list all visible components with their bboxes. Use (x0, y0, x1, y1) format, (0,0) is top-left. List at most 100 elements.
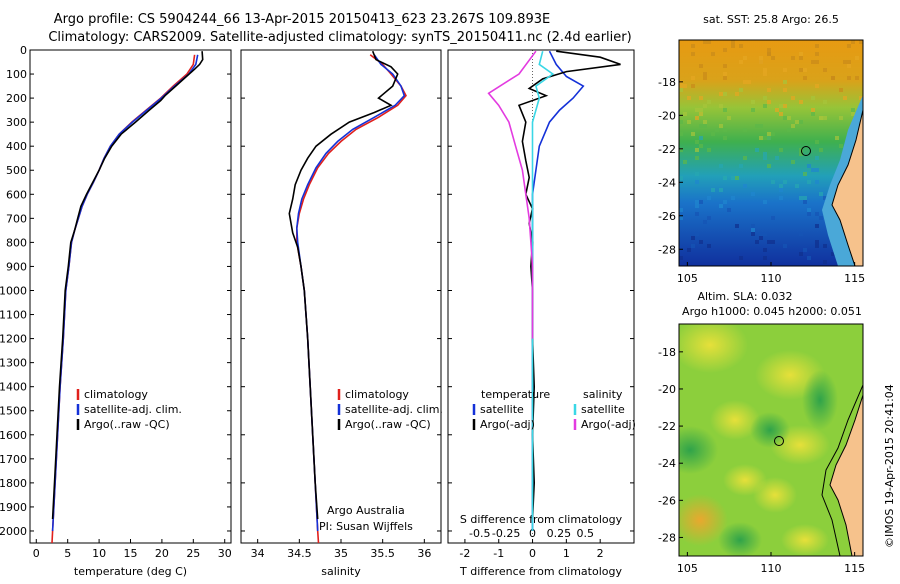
sst-pixel (691, 236, 695, 240)
sst-pixel (679, 216, 683, 220)
sst-pixel (691, 44, 695, 48)
sst-pixel (707, 40, 711, 44)
temperature-y-tick-label: 1100 (0, 309, 27, 322)
sst-map-x-tick-label: 115 (844, 272, 865, 285)
temperature-y-tick-label: 1400 (0, 381, 27, 394)
sst-pixel (815, 84, 819, 88)
salinity-x-axis-label: salinity (321, 565, 361, 578)
sst-pixel (735, 92, 739, 96)
sst-pixel (723, 64, 727, 68)
temperature-y-tick-label: 1000 (0, 284, 27, 297)
salinity-x-tick-label: 35 (334, 547, 348, 560)
sst-pixel (803, 248, 807, 252)
sst-pixel (703, 104, 707, 108)
sst-pixel (679, 84, 683, 88)
sst-pixel (835, 136, 839, 140)
sst-pixel (699, 112, 703, 116)
sst-pixel (683, 160, 687, 164)
temperature-legend-label: satellite-adj. clim. (84, 403, 182, 416)
sst-pixel (759, 124, 763, 128)
salinity-panel: 34 34.5 35 35.5 36 salinity climatology satelli… (240, 49, 443, 578)
sla-map: Altim. SLA: 0.032 Argo h1000: 0.045 h200… (658, 290, 865, 575)
sst-pixel (819, 148, 823, 152)
temperature-y-tick-label: 0 (20, 44, 27, 57)
salinity-plot-frame (240, 49, 442, 544)
sst-pixel (759, 136, 763, 140)
sst-pixel (695, 172, 699, 176)
temperature-y-tick-label: 500 (6, 164, 27, 177)
sst-pixel (703, 220, 707, 224)
difference-top-tick-label: 0.5 (577, 527, 595, 540)
sst-pixel (695, 180, 699, 184)
sst-pixel (723, 176, 727, 180)
sst-pixel (855, 76, 859, 80)
sst-pixel (691, 84, 695, 88)
sst-argo-marker (801, 146, 811, 156)
sst-pixel (679, 256, 683, 260)
sst-pixel (763, 68, 767, 72)
sst-pixel (687, 120, 691, 124)
sst-pixel (731, 44, 735, 48)
sst-pixel (723, 128, 727, 132)
difference-x-tick-label: -2 (459, 547, 470, 560)
sst-pixel (731, 40, 735, 44)
sst-map-y-tick-label: -24 (658, 176, 676, 189)
difference-plot-frame (447, 49, 635, 544)
sst-pixel (767, 164, 771, 168)
sst-pixel (751, 108, 755, 112)
temperature-y-tick-label: 1300 (0, 357, 27, 370)
sst-pixel (687, 96, 691, 100)
sst-pixel (699, 108, 703, 112)
temperature-y-tick-label: 400 (6, 140, 27, 153)
sst-pixel (719, 188, 723, 192)
sst-pixel (743, 128, 747, 132)
difference-top-axis-label: S difference from climatology (460, 513, 623, 526)
temperature-y-tick-label: 2000 (0, 525, 27, 538)
sst-pixel (751, 192, 755, 196)
temperature-y-tick-label: 200 (6, 92, 27, 105)
sst-pixel (719, 104, 723, 108)
sst-pixel (779, 188, 783, 192)
sst-pixel (859, 40, 863, 44)
sst-map-y-tick-label: -20 (658, 109, 676, 122)
sst-pixel (723, 76, 727, 80)
sst-pixel (703, 72, 707, 76)
sst-pixel (691, 52, 695, 56)
difference-panel: -2 -1 0 1 2 T difference from climatology S di… (447, 49, 636, 578)
difference-x-tick-label: 2 (597, 547, 604, 560)
sst-map-axes: 105 110 115 -18 -20 -22 -24 -26 -28 (658, 76, 865, 285)
sst-pixel (787, 128, 791, 132)
sla-map-subtitle: Argo h1000: 0.045 h2000: 0.051 (682, 305, 862, 318)
sst-pixel (719, 164, 723, 168)
sst-pixel (795, 184, 799, 188)
sst-map-y-tick-label: -18 (658, 76, 676, 89)
sst-pixel (679, 88, 683, 92)
sla-map-y-tick-label: -26 (658, 494, 676, 507)
sst-pixel (847, 44, 851, 48)
sst-pixel (811, 108, 815, 112)
sst-pixel (679, 176, 683, 180)
sst-pixel (747, 80, 751, 84)
sst-pixel (815, 168, 819, 172)
sst-pixel (843, 96, 847, 100)
sst-pixel (739, 44, 743, 48)
sst-pixel (779, 196, 783, 200)
temperature-series-1 (51, 54, 199, 532)
sla-map-y-tick-label: -22 (658, 420, 676, 433)
sst-pixel (727, 208, 731, 212)
sst-pixel (691, 76, 695, 80)
sst-pixel (719, 124, 723, 128)
sst-pixel (743, 184, 747, 188)
sst-pixel (691, 132, 695, 136)
sla-map-title: Altim. SLA: 0.032 (697, 290, 792, 303)
sst-pixel (719, 204, 723, 208)
sst-pixel (743, 56, 747, 60)
sst-pixel (779, 184, 783, 188)
diff-legend-right-label: salinity (583, 388, 623, 401)
sst-pixel (695, 140, 699, 144)
sst-pixel (699, 240, 703, 244)
temperature-series-2 (51, 51, 204, 520)
salinity-series-0 (296, 54, 407, 544)
sst-pixel (807, 208, 811, 212)
sst-pixel (679, 208, 683, 212)
